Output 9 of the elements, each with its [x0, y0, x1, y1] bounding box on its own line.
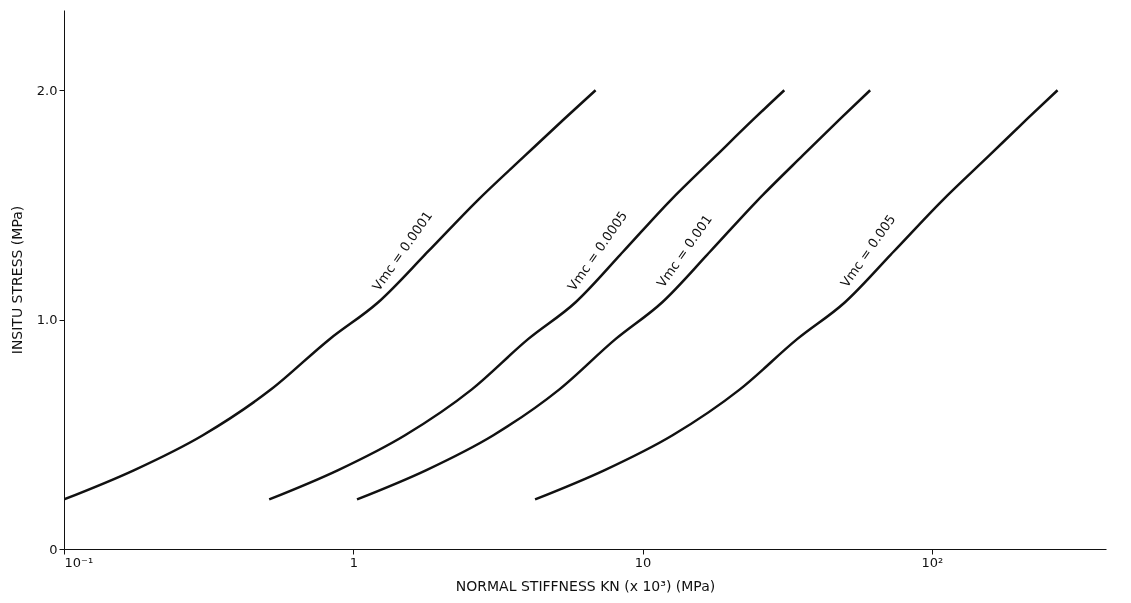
x-axis-title: NORMAL STIFFNESS KN (x 10³) (MPa) [455, 577, 716, 594]
y-tick-label: 2.0 [36, 82, 58, 98]
y-axis-title: INSITU STRESS (MPa) [8, 205, 25, 355]
x-tick-label: 10² [921, 554, 944, 570]
y-tick-label: 0 [49, 541, 58, 557]
x-tick-label: 10 [634, 554, 652, 570]
x-tick-label: 1 [349, 554, 358, 570]
y-tick-label: 1.0 [36, 312, 58, 328]
x-tick-label: 10⁻¹ [64, 554, 94, 570]
